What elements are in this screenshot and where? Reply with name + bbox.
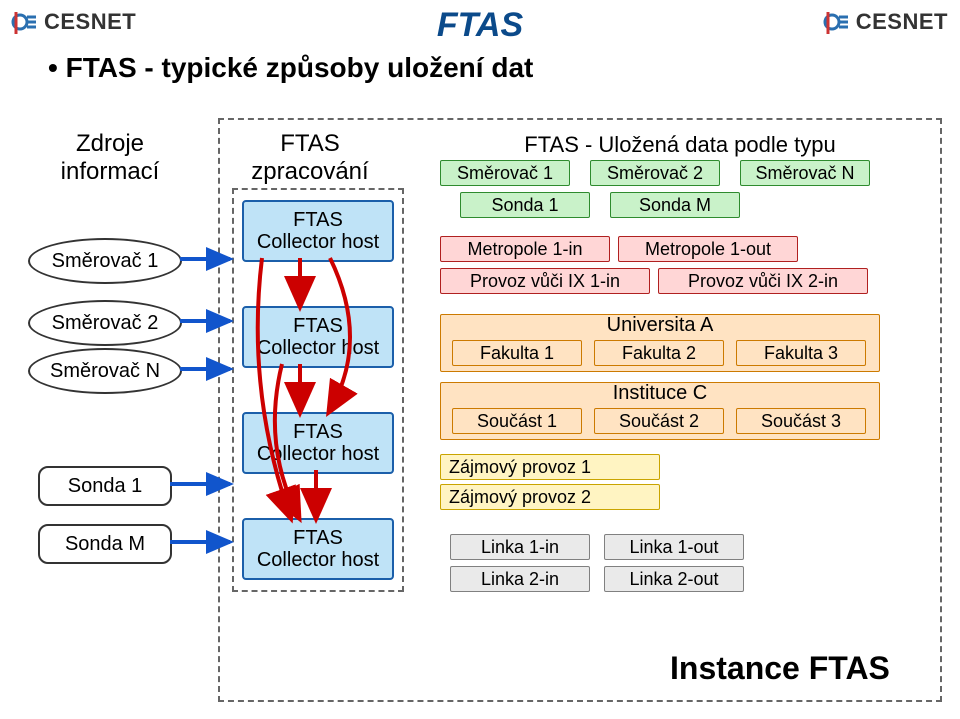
source-rect-1: Sonda 1 (38, 466, 172, 506)
collector-4: FTASCollector host (242, 518, 394, 580)
data-metro-1: Metropole 1-in (440, 236, 610, 262)
collector-2-l1: FTAS (293, 315, 343, 337)
source-oval-1-label: Směrovač 1 (52, 250, 159, 273)
subtitle-text: FTAS - typické způsoby uložení dat (66, 52, 534, 83)
group-c-item-2-label: Součást 2 (619, 411, 699, 432)
data-router-2-label: Směrovač 2 (607, 163, 703, 184)
source-oval-3-label: Směrovač N (50, 360, 160, 383)
group-c-item-1-label: Součást 1 (477, 411, 557, 432)
group-a-item-1: Fakulta 1 (452, 340, 582, 366)
source-rect-2-label: Sonda M (65, 533, 145, 556)
sources-header: Zdroje informací (40, 130, 180, 186)
source-oval-3: Směrovač N (28, 348, 182, 394)
source-oval-1: Směrovač 1 (28, 238, 182, 284)
group-universita-label: Universita A (440, 314, 880, 337)
source-rect-1-label: Sonda 1 (68, 475, 143, 498)
title-text: FTAS (437, 6, 523, 44)
group-a-item-2-label: Fakulta 2 (622, 343, 696, 364)
data-metro-2-label: Metropole 1-out (645, 239, 771, 260)
group-a-item-3-label: Fakulta 3 (764, 343, 838, 364)
data-probe-2-label: Sonda M (639, 195, 711, 216)
subtitle: FTAS - typické způsoby uložení dat (48, 52, 533, 84)
group-c-item-2: Součást 2 (594, 408, 724, 434)
collector-1: FTASCollector host (242, 200, 394, 262)
collector-4-l2: Collector host (257, 549, 379, 571)
sources-header-l2: informací (61, 158, 160, 185)
data-router-1-label: Směrovač 1 (457, 163, 553, 184)
linka-2in-label: Linka 2-in (481, 569, 559, 590)
collector-4-l1: FTAS (293, 527, 343, 549)
collector-2: FTASCollector host (242, 306, 394, 368)
zajmovy-2-label: Zájmový provoz 2 (449, 487, 591, 508)
group-c-item-3-label: Součást 3 (761, 411, 841, 432)
source-rect-2: Sonda M (38, 524, 172, 564)
slide: CESNET CESNET FTAS FTAS - typické způsob… (0, 0, 960, 719)
zajmovy-2: Zájmový provoz 2 (440, 484, 660, 510)
linka-1out: Linka 1-out (604, 534, 744, 560)
sources-header-l1: Zdroje (76, 130, 144, 157)
linka-2in: Linka 2-in (450, 566, 590, 592)
source-oval-2-label: Směrovač 2 (52, 312, 159, 335)
collector-3-l1: FTAS (293, 421, 343, 443)
data-router-1: Směrovač 1 (440, 160, 570, 186)
data-router-2: Směrovač 2 (590, 160, 720, 186)
linka-1in: Linka 1-in (450, 534, 590, 560)
data-ix-2-label: Provoz vůči IX 2-in (688, 271, 838, 292)
zajmovy-1-label: Zájmový provoz 1 (449, 457, 591, 478)
group-a-item-2: Fakulta 2 (594, 340, 724, 366)
linka-2out: Linka 2-out (604, 566, 744, 592)
data-probe-1-label: Sonda 1 (491, 195, 558, 216)
data-probe-1: Sonda 1 (460, 192, 590, 218)
data-ix-1: Provoz vůči IX 1-in (440, 268, 650, 294)
collector-3-l2: Collector host (257, 443, 379, 465)
collector-2-l2: Collector host (257, 337, 379, 359)
linka-2out-label: Linka 2-out (629, 569, 718, 590)
group-c-item-1: Součást 1 (452, 408, 582, 434)
collector-1-l1: FTAS (293, 209, 343, 231)
linka-1out-label: Linka 1-out (629, 537, 718, 558)
instance-label: Instance FTAS (670, 650, 890, 687)
title: FTAS (0, 6, 960, 45)
source-oval-2: Směrovač 2 (28, 300, 182, 346)
data-router-3: Směrovač N (740, 160, 870, 186)
data-ix-2: Provoz vůči IX 2-in (658, 268, 868, 294)
data-metro-1-label: Metropole 1-in (467, 239, 582, 260)
group-a-item-3: Fakulta 3 (736, 340, 866, 366)
data-probe-2: Sonda M (610, 192, 740, 218)
group-instituce-label: Instituce C (440, 382, 880, 405)
collector-3: FTASCollector host (242, 412, 394, 474)
data-metro-2: Metropole 1-out (618, 236, 798, 262)
group-a-item-1-label: Fakulta 1 (480, 343, 554, 364)
collector-1-l2: Collector host (257, 231, 379, 253)
group-c-item-3: Součást 3 (736, 408, 866, 434)
data-title: FTAS - Uložená data podle typu (430, 132, 930, 158)
zajmovy-1: Zájmový provoz 1 (440, 454, 660, 480)
data-router-3-label: Směrovač N (755, 163, 854, 184)
data-ix-1-label: Provoz vůči IX 1-in (470, 271, 620, 292)
linka-1in-label: Linka 1-in (481, 537, 559, 558)
